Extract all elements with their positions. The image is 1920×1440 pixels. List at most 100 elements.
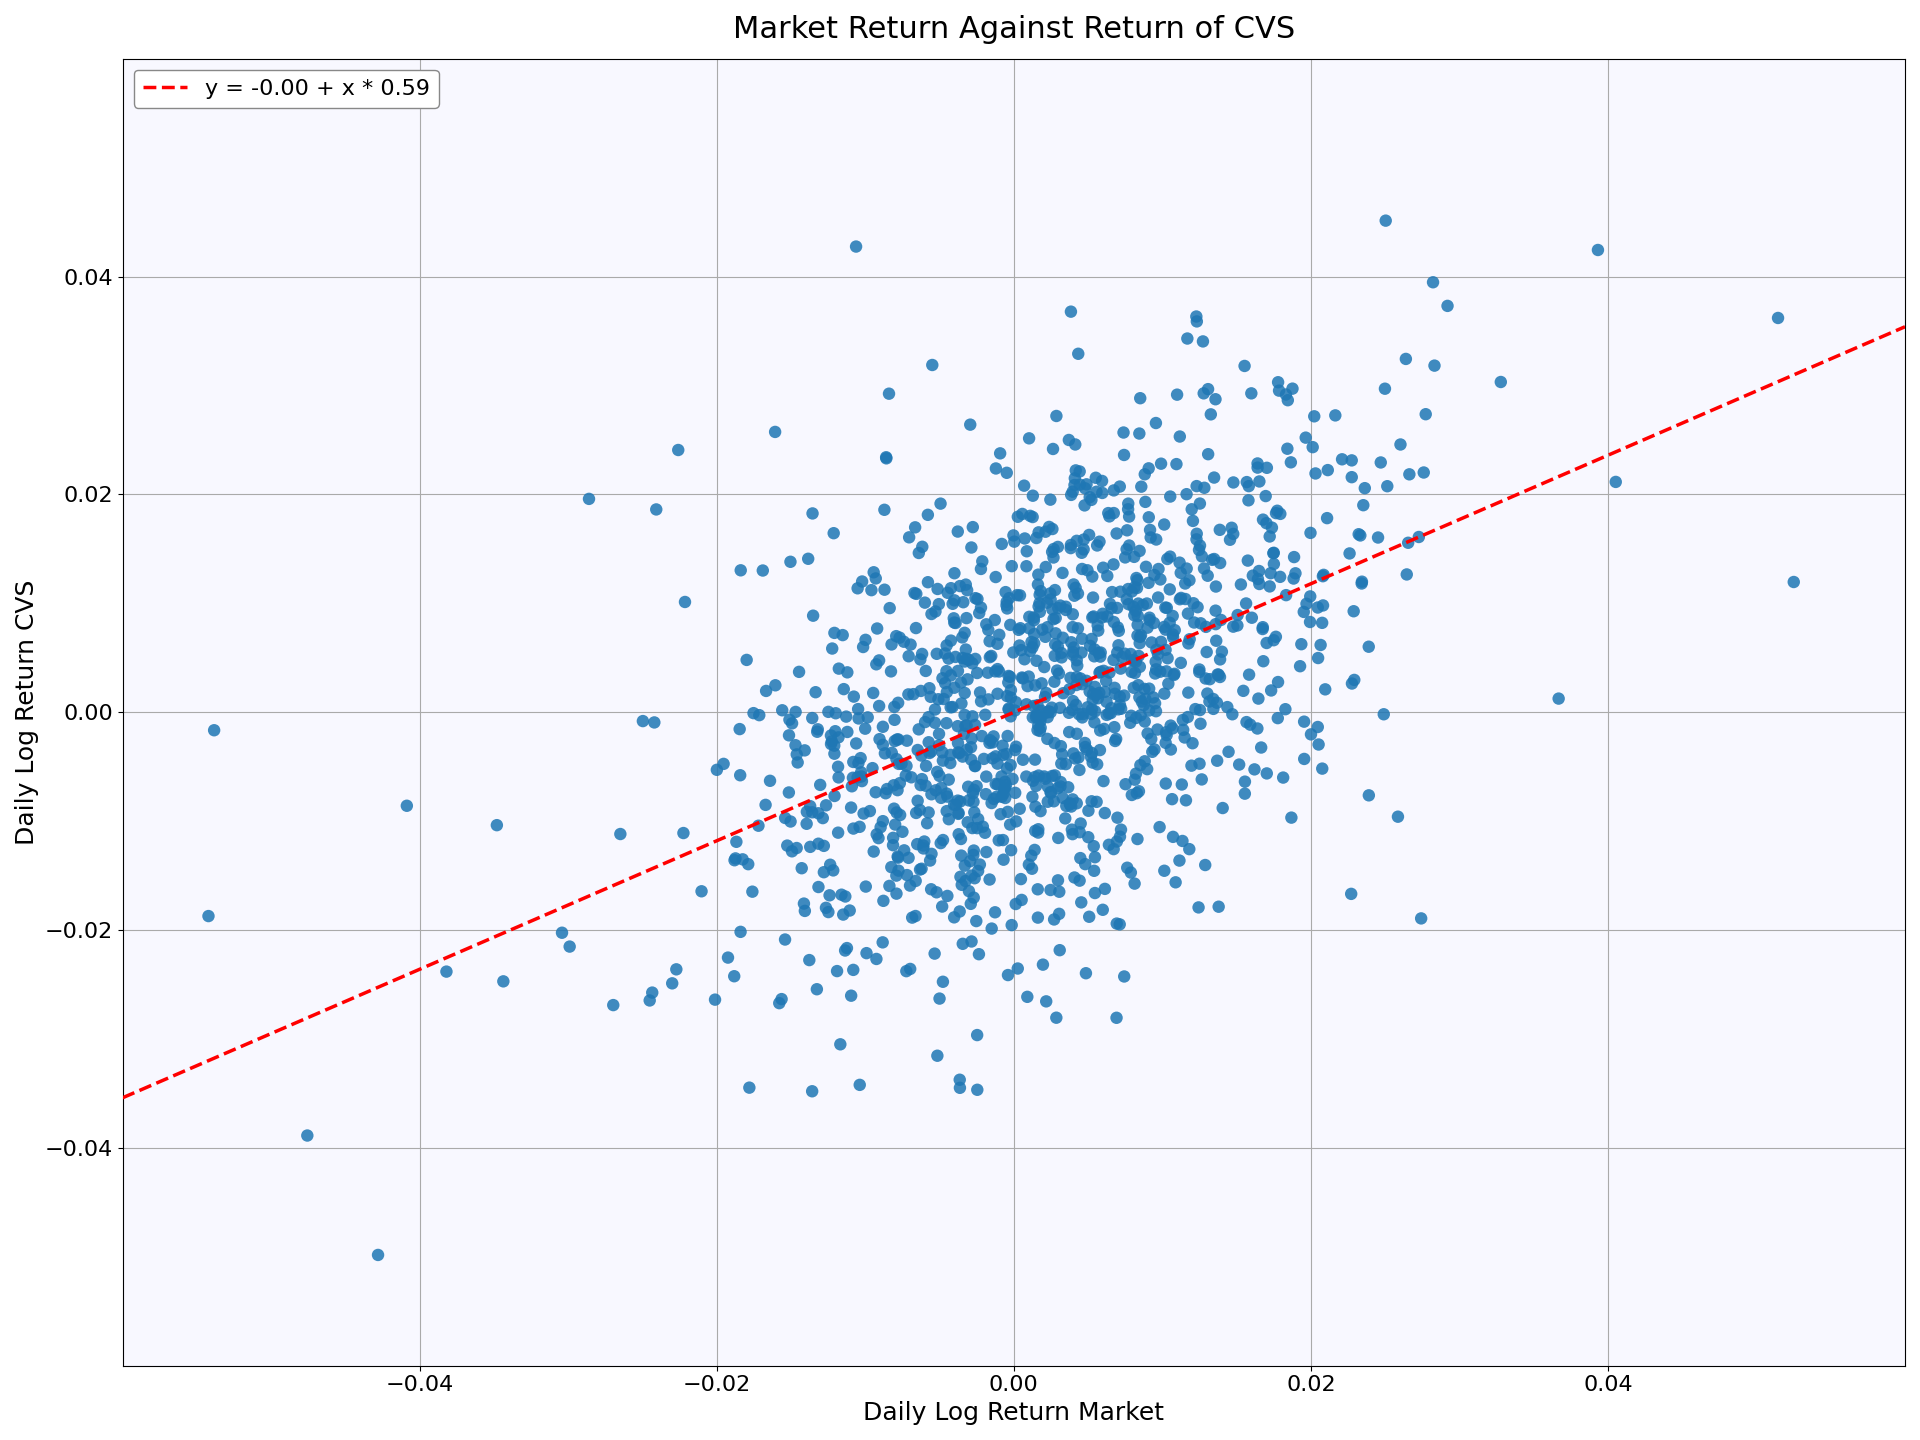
- Point: [1152, 647, 1183, 670]
- Point: [1058, 644, 1089, 667]
- Point: [991, 757, 1021, 780]
- Point: [1021, 878, 1052, 901]
- Point: [1066, 667, 1096, 690]
- Point: [1100, 727, 1131, 750]
- Point: [1336, 883, 1367, 906]
- Point: [637, 981, 668, 1004]
- Point: [1404, 526, 1434, 549]
- Point: [881, 779, 912, 802]
- Point: [973, 732, 1004, 755]
- Point: [1121, 762, 1152, 785]
- Point: [1056, 537, 1087, 560]
- Point: [1002, 958, 1033, 981]
- Point: [885, 804, 916, 827]
- Point: [1336, 465, 1367, 488]
- Point: [829, 886, 860, 909]
- Point: [1181, 697, 1212, 720]
- Point: [1165, 651, 1196, 674]
- Point: [1258, 629, 1288, 652]
- Point: [1254, 575, 1284, 598]
- Point: [1046, 752, 1077, 775]
- Point: [899, 683, 929, 706]
- Point: [995, 685, 1025, 708]
- Point: [1023, 563, 1054, 586]
- Point: [991, 786, 1021, 809]
- Point: [1213, 740, 1244, 763]
- Point: [941, 793, 972, 816]
- Point: [826, 1032, 856, 1056]
- Point: [1154, 485, 1185, 508]
- Point: [1344, 523, 1375, 546]
- Point: [1018, 694, 1048, 717]
- Point: [1060, 865, 1091, 888]
- Point: [1100, 683, 1131, 706]
- Point: [699, 988, 730, 1011]
- Point: [935, 743, 966, 766]
- Point: [1119, 873, 1150, 896]
- Point: [995, 753, 1025, 776]
- Point: [1158, 717, 1188, 740]
- Point: [1144, 567, 1175, 590]
- Point: [1044, 939, 1075, 962]
- Point: [1046, 641, 1077, 664]
- Point: [995, 704, 1025, 727]
- Point: [958, 840, 989, 863]
- Point: [1029, 625, 1060, 648]
- Point: [1242, 567, 1273, 590]
- Point: [816, 733, 847, 756]
- Point: [1037, 598, 1068, 621]
- Point: [962, 661, 993, 684]
- Point: [1432, 294, 1463, 317]
- Point: [1077, 586, 1108, 609]
- Point: [864, 649, 895, 672]
- Point: [1116, 861, 1146, 884]
- Point: [939, 606, 970, 629]
- Point: [1081, 467, 1112, 490]
- Point: [920, 600, 950, 624]
- Point: [1031, 520, 1062, 543]
- Point: [927, 896, 958, 919]
- Point: [835, 984, 866, 1007]
- Point: [1029, 655, 1060, 678]
- Point: [939, 793, 970, 816]
- Point: [914, 730, 945, 753]
- Point: [743, 704, 774, 727]
- Point: [292, 1125, 323, 1148]
- Point: [1012, 674, 1043, 697]
- Point: [924, 765, 954, 788]
- Point: [1077, 683, 1108, 706]
- Point: [1089, 802, 1119, 825]
- Point: [947, 647, 977, 670]
- Point: [1020, 819, 1050, 842]
- Point: [958, 516, 989, 539]
- Point: [1085, 719, 1116, 742]
- Point: [1185, 612, 1215, 635]
- Point: [818, 521, 849, 544]
- Point: [1020, 632, 1050, 655]
- Point: [989, 778, 1020, 801]
- Point: [776, 550, 806, 573]
- Point: [1261, 501, 1292, 524]
- Point: [726, 559, 756, 582]
- Point: [1031, 989, 1062, 1012]
- Point: [1023, 906, 1054, 929]
- Point: [1014, 665, 1044, 688]
- Point: [1135, 606, 1165, 629]
- Point: [1012, 985, 1043, 1008]
- Point: [970, 782, 1000, 805]
- Point: [1012, 765, 1043, 788]
- Point: [824, 821, 854, 844]
- Point: [1066, 812, 1096, 835]
- Point: [916, 740, 947, 763]
- Point: [1290, 426, 1321, 449]
- Point: [1294, 611, 1325, 634]
- Point: [1242, 456, 1273, 480]
- Point: [1114, 577, 1144, 600]
- Point: [1601, 471, 1632, 494]
- Point: [1004, 583, 1035, 606]
- Point: [1273, 438, 1304, 461]
- Point: [1031, 556, 1062, 579]
- Point: [1016, 504, 1046, 527]
- Point: [1104, 694, 1135, 717]
- Point: [975, 729, 1006, 752]
